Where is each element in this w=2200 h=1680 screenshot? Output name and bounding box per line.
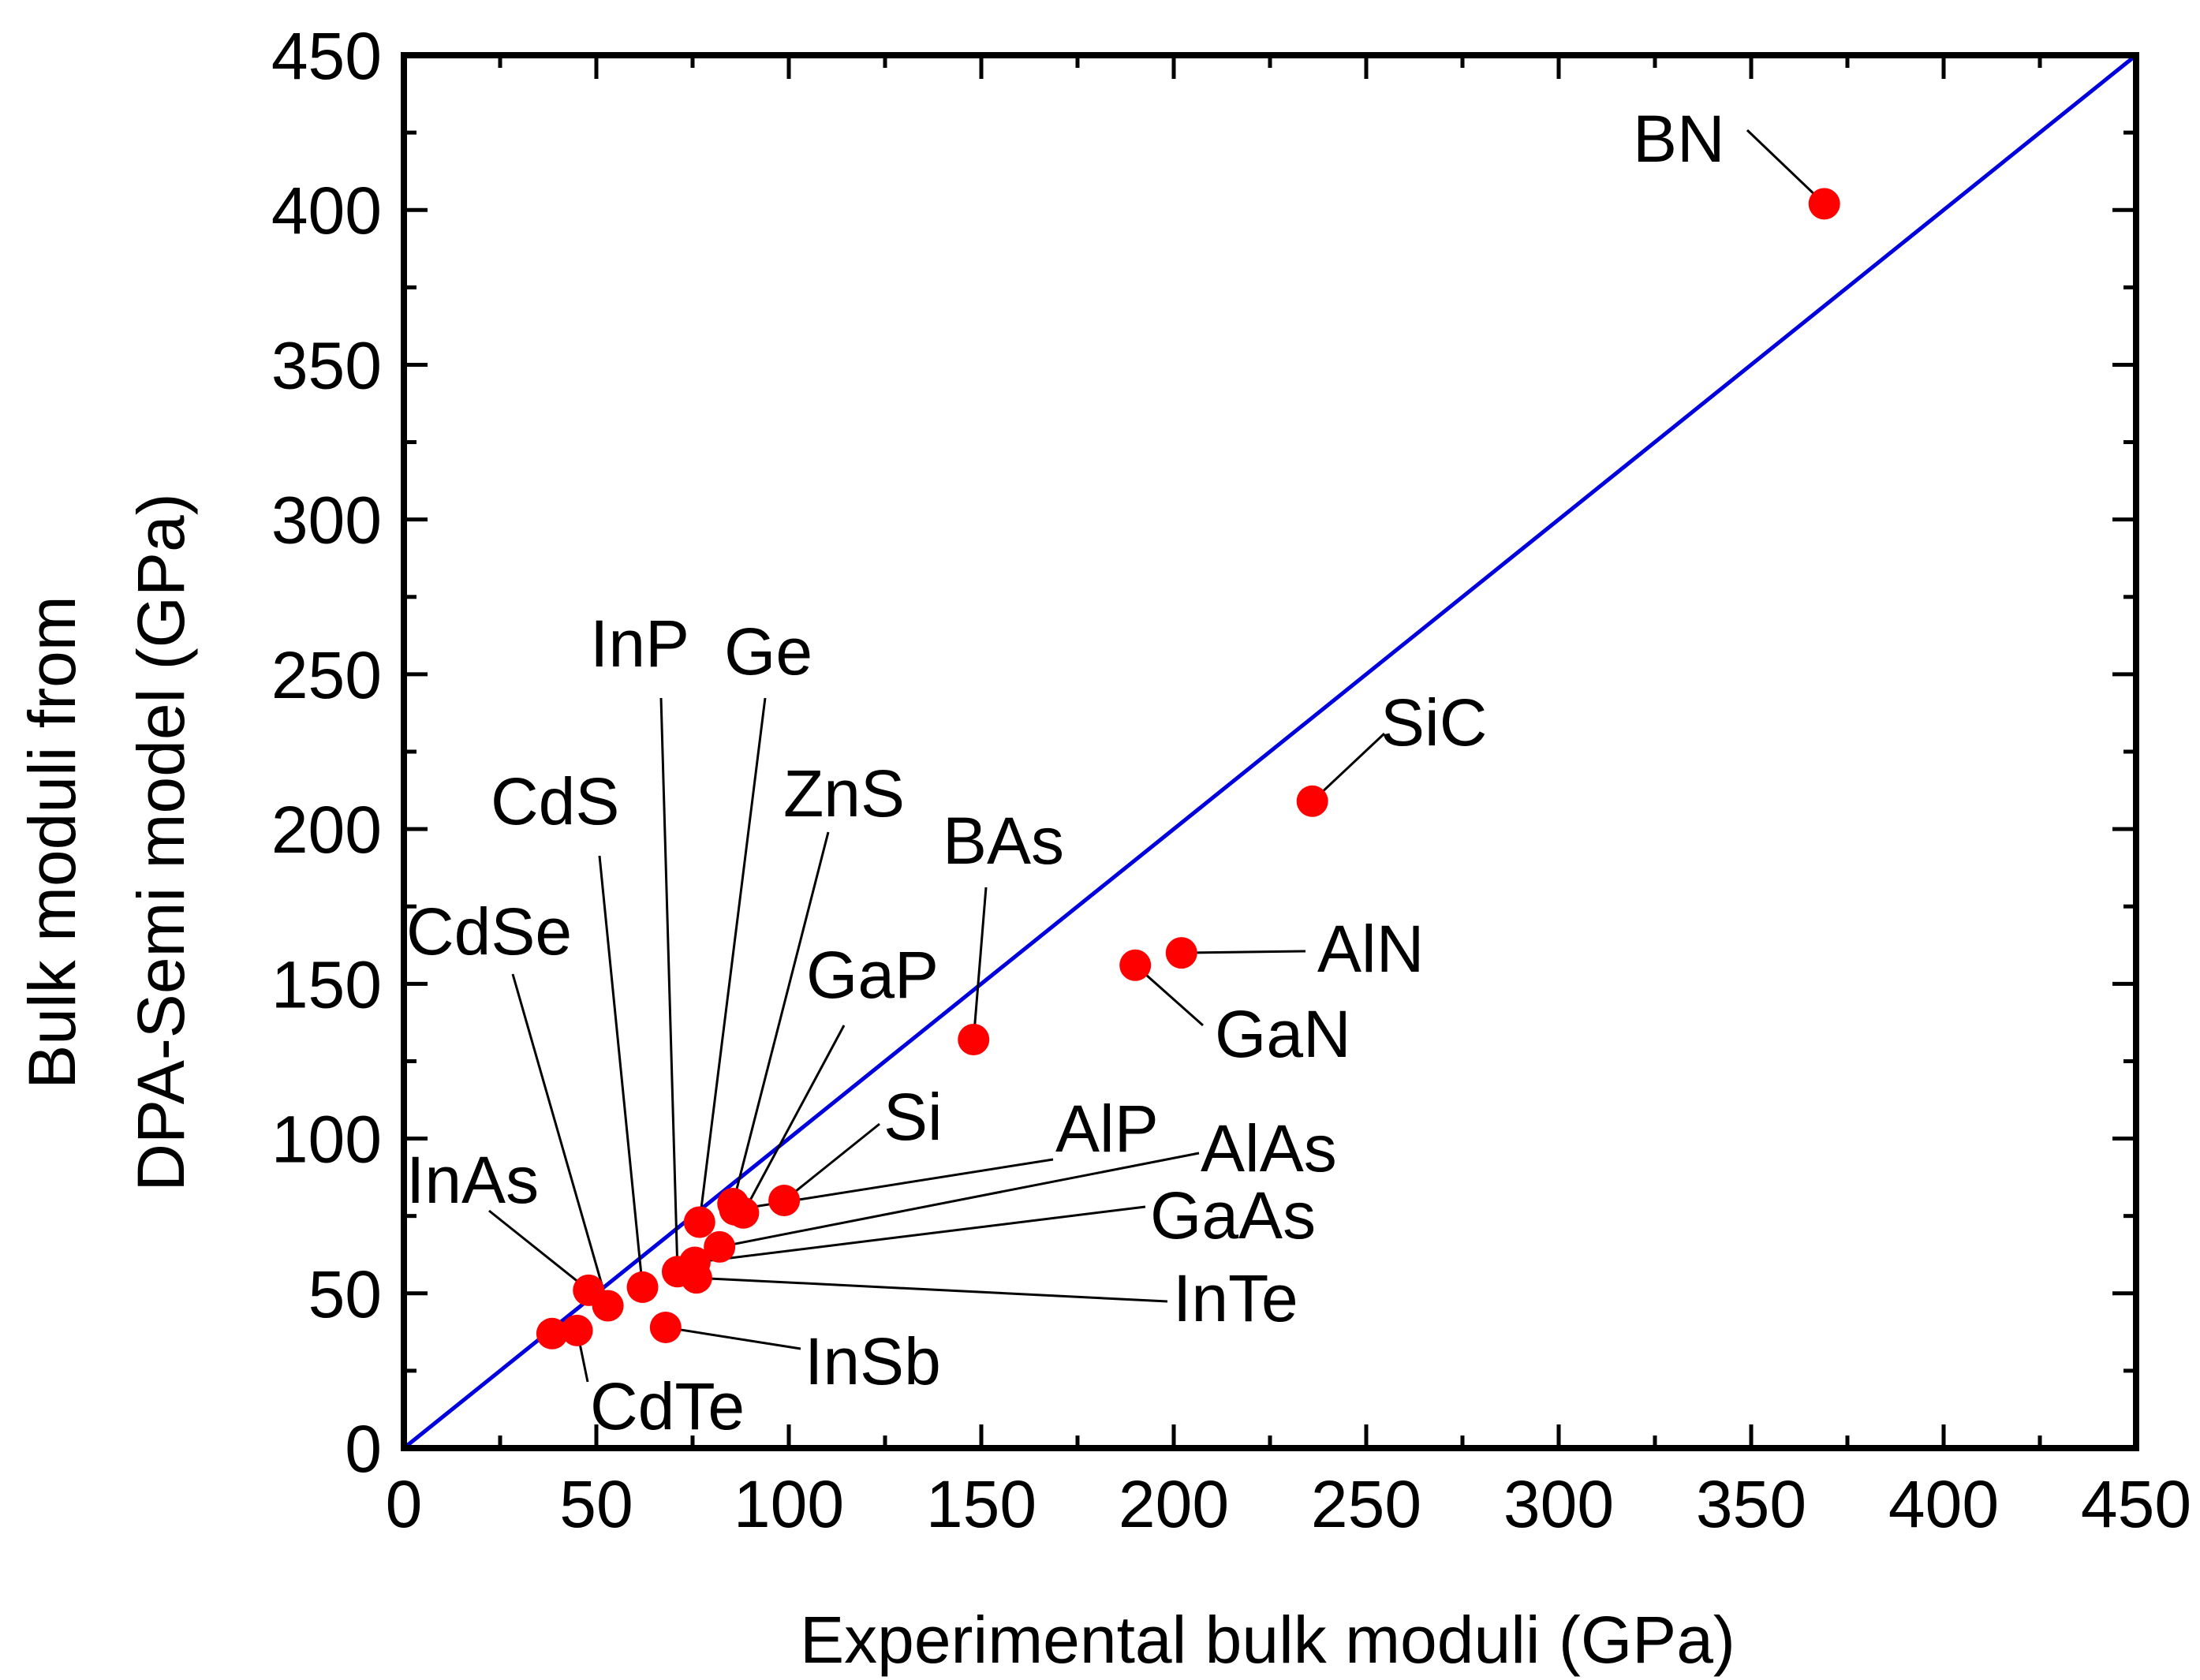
- y-axis-title-line2: DPA-Semi model (GPa): [124, 493, 198, 1191]
- leader-line-zns: [731, 831, 830, 1204]
- point-label-ge: Ge: [724, 614, 812, 689]
- data-point-bn: [1808, 188, 1840, 220]
- y-tick-label: 350: [271, 328, 382, 402]
- leader-line-si: [783, 1122, 880, 1202]
- point-label-inte: InTe: [1173, 1261, 1298, 1335]
- y-tick-label: 300: [271, 483, 382, 558]
- data-point: [536, 1317, 568, 1350]
- point-label-gan: GaN: [1215, 997, 1351, 1071]
- y-tick-label: 450: [271, 19, 382, 93]
- point-label-cdte: CdTe: [590, 1369, 745, 1443]
- leader-line-inas: [488, 1209, 590, 1292]
- data-point-si: [768, 1185, 801, 1217]
- y-axis-title-line1: Bulk moduli from: [15, 595, 89, 1089]
- point-label-alas: AlAs: [1201, 1111, 1337, 1185]
- data-point-alp: [719, 1193, 751, 1226]
- leader-line-bn: [1746, 129, 1825, 205]
- x-tick-label: 250: [1311, 1467, 1421, 1541]
- plot-frame: [401, 52, 2139, 1451]
- leader-line-inp: [659, 697, 679, 1272]
- point-label-alp: AlP: [1055, 1092, 1159, 1166]
- data-point-gan: [1119, 949, 1152, 981]
- data-point-ge: [683, 1206, 715, 1238]
- y-tick-label: 150: [271, 947, 382, 1021]
- point-label-inp: InP: [590, 607, 689, 681]
- leader-line-inte: [696, 1276, 1168, 1303]
- y-tick-label: 50: [308, 1257, 382, 1331]
- data-point-inas: [573, 1274, 605, 1306]
- x-tick-label: 450: [2081, 1467, 2191, 1541]
- leader-line-sic: [1311, 732, 1386, 802]
- data-point-insb: [649, 1311, 682, 1343]
- x-tick-label: 50: [559, 1467, 633, 1541]
- point-label-bas: BAs: [943, 804, 1064, 878]
- data-point-sic: [1296, 785, 1328, 817]
- point-label-cdse: CdSe: [406, 894, 572, 969]
- x-axis-title: Experimental bulk moduli (GPa): [800, 1603, 1735, 1677]
- leader-line-gap: [742, 1025, 846, 1214]
- y-tick-label: 100: [271, 1103, 382, 1177]
- data-point-bas: [958, 1023, 990, 1055]
- x-tick-label: 400: [1888, 1467, 1999, 1541]
- x-tick-label: 150: [926, 1467, 1037, 1541]
- data-point-alas: [704, 1230, 736, 1263]
- point-label-inas: InAs: [406, 1143, 539, 1217]
- x-tick-label: 0: [386, 1467, 423, 1541]
- leader-line-aln: [1181, 950, 1306, 954]
- leader-line-cdse: [511, 973, 610, 1306]
- leader-line-ge: [698, 697, 767, 1223]
- x-tick-label: 350: [1696, 1467, 1806, 1541]
- y-tick-label: 200: [271, 793, 382, 867]
- data-point-inte: [680, 1262, 712, 1294]
- point-label-aln: AlN: [1317, 912, 1424, 986]
- point-label-gap: GaP: [806, 938, 939, 1012]
- point-label-zns: ZnS: [783, 756, 905, 831]
- x-tick-label: 300: [1503, 1467, 1614, 1541]
- data-point-aln: [1165, 937, 1197, 969]
- x-tick-label: 200: [1119, 1467, 1229, 1541]
- data-point-cds: [626, 1271, 659, 1303]
- leader-line-cds: [598, 855, 644, 1288]
- point-label-cds: CdS: [491, 764, 619, 838]
- leader-line-alas: [719, 1152, 1200, 1249]
- data-point-cdte: [561, 1314, 593, 1346]
- point-label-insb: InSb: [805, 1324, 941, 1398]
- point-label-si: Si: [883, 1080, 943, 1154]
- x-tick-label: 100: [734, 1467, 844, 1541]
- y-tick-label: 400: [271, 174, 382, 248]
- leader-line-insb: [665, 1326, 801, 1350]
- point-label-gaas: GaAs: [1150, 1178, 1316, 1253]
- point-label-bn: BN: [1633, 102, 1725, 176]
- leader-line-bas: [972, 887, 988, 1040]
- y-tick-label: 0: [345, 1412, 382, 1486]
- point-label-sic: SiC: [1380, 685, 1487, 760]
- leader-line-gaas: [694, 1205, 1146, 1264]
- y-tick-label: 250: [271, 638, 382, 712]
